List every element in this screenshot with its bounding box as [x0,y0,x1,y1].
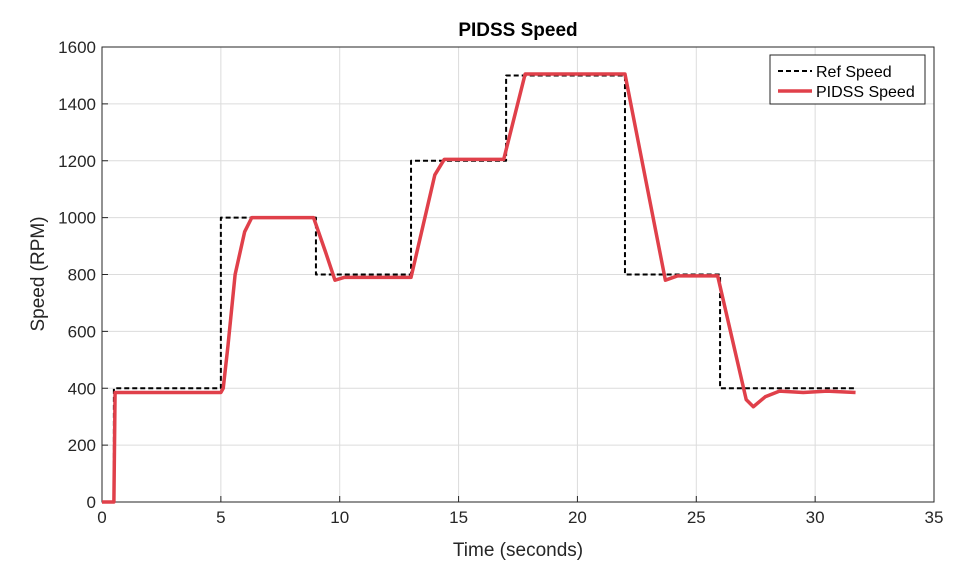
y-tick-label: 1200 [58,152,96,171]
y-tick-label: 0 [87,493,96,512]
x-tick-label: 25 [687,508,706,527]
y-tick-label: 200 [68,436,96,455]
x-tick-label: 35 [925,508,944,527]
y-axis-title: Speed (RPM) [28,216,49,331]
pidss-speed-line [102,72,856,504]
x-tick-label: 0 [97,508,106,527]
axis-ticks: 0 5 10 15 20 25 30 35 0 200 400 600 800 1000 1200 1400 1… [58,38,943,527]
y-tick-label: 1000 [58,209,96,228]
x-tick-label: 20 [568,508,587,527]
x-axis-title: Time (seconds) [453,540,583,561]
legend-box [769,54,926,105]
ref-speed-line [102,74,856,503]
legend-ref-speed-label: Ref Speed [816,64,892,81]
legend-pidss-speed-label: PIDSS Speed [816,84,915,101]
y-tick-label: 1400 [58,95,96,114]
x-tick-label: 10 [330,508,349,527]
x-tick-label: 5 [216,508,225,527]
y-tick-label: 800 [68,266,96,285]
series-lines [102,72,856,504]
legend: Ref Speed PIDSS Speed [769,54,926,105]
y-tick-label: 400 [68,379,96,398]
y-tick-label: 600 [68,322,96,341]
x-tick-label: 15 [449,508,468,527]
y-tick-label: 1600 [58,38,96,57]
chart-title: PIDSS Speed [458,20,577,41]
x-tick-label: 30 [806,508,825,527]
